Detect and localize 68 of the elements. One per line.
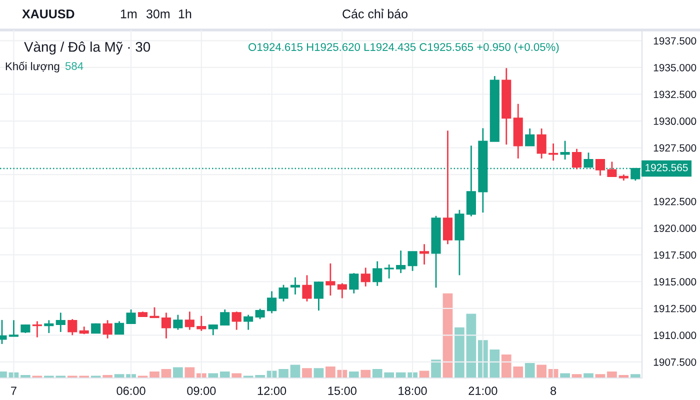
y-tick-label: 1915.000 — [654, 278, 696, 286]
x-tick-label: 8 — [550, 386, 556, 396]
candlestick — [102, 319, 112, 340]
x-tick-label: 7 — [11, 386, 16, 395]
x-tick-label: 15:00 — [328, 386, 356, 396]
candlestick — [44, 319, 54, 334]
candlestick — [607, 161, 617, 178]
text: Vàng / Đô la Mỹ · 30 — [24, 41, 150, 55]
text: O1924.615 H1925.620 L1924.435 C1925.565 +0.950 (+0.05%) — [248, 42, 559, 54]
candlestick — [442, 130, 453, 245]
candlestick — [161, 312, 171, 340]
candlestick — [114, 320, 124, 335]
x-tick-label: 18:00 — [398, 386, 427, 396]
candlestick — [184, 310, 194, 331]
candlestick — [173, 314, 183, 331]
candlestick — [372, 260, 382, 287]
y-tick-label: 1907.500 — [654, 358, 696, 366]
text: XAUUSD — [22, 10, 74, 18]
candlestick — [326, 262, 336, 296]
y-tick-label: 1932.500 — [654, 90, 696, 98]
candlestick — [525, 128, 535, 146]
candlestick — [408, 250, 418, 272]
x-tick-label: 09:00 — [187, 386, 216, 396]
candlestick — [290, 276, 300, 296]
text: 1m — [120, 10, 137, 18]
y-tick-label: 1930.000 — [654, 118, 696, 125]
candlestick — [536, 128, 546, 160]
y-tick-label: 1912.500 — [654, 304, 696, 312]
candlestick — [278, 284, 288, 302]
text: 1h — [178, 9, 192, 18]
candlestick — [126, 308, 136, 324]
candlestick — [572, 148, 582, 170]
candlestick — [244, 314, 254, 331]
ref-line-label: 1925.565 — [646, 164, 688, 172]
y-tick-label: 1927.500 — [654, 144, 696, 152]
y-tick-label: 1935.000 — [654, 64, 696, 72]
candlestick — [255, 308, 265, 320]
candlestick — [56, 312, 66, 333]
candlestick — [8, 319, 18, 337]
y-tick-label: 1937.500 — [654, 37, 696, 45]
candlestick — [349, 272, 359, 294]
candlestick — [302, 274, 312, 302]
candlestick — [560, 140, 570, 160]
candlestick — [548, 142, 558, 162]
y-tick-label: 1910.000 — [654, 332, 696, 340]
text: 30m — [146, 10, 170, 18]
candlestick — [220, 308, 230, 326]
candlestick — [314, 280, 324, 312]
candlestick — [360, 267, 370, 288]
candlestick — [419, 243, 430, 266]
annotation: Khối lượng — [6, 62, 60, 72]
candlestick — [68, 318, 78, 336]
candlestick — [267, 290, 277, 314]
candlestick — [196, 315, 206, 332]
y-tick-label: 1920.000 — [654, 224, 696, 232]
candlestick — [337, 282, 347, 299]
x-tick-label: 12:00 — [258, 386, 286, 396]
y-tick-label: 1922.500 — [654, 198, 696, 206]
candlestick — [232, 310, 242, 331]
annotation: 584 — [65, 62, 84, 70]
candlestick — [384, 264, 394, 280]
candlestick — [396, 250, 406, 274]
x-tick-label: 21:00 — [468, 386, 498, 396]
y-tick-label: 1917.500 — [654, 251, 696, 259]
candlestick — [595, 158, 605, 176]
text: Các chỉ báo — [342, 8, 408, 18]
candlestick — [32, 320, 42, 338]
x-tick-label: 06:00 — [116, 386, 146, 396]
